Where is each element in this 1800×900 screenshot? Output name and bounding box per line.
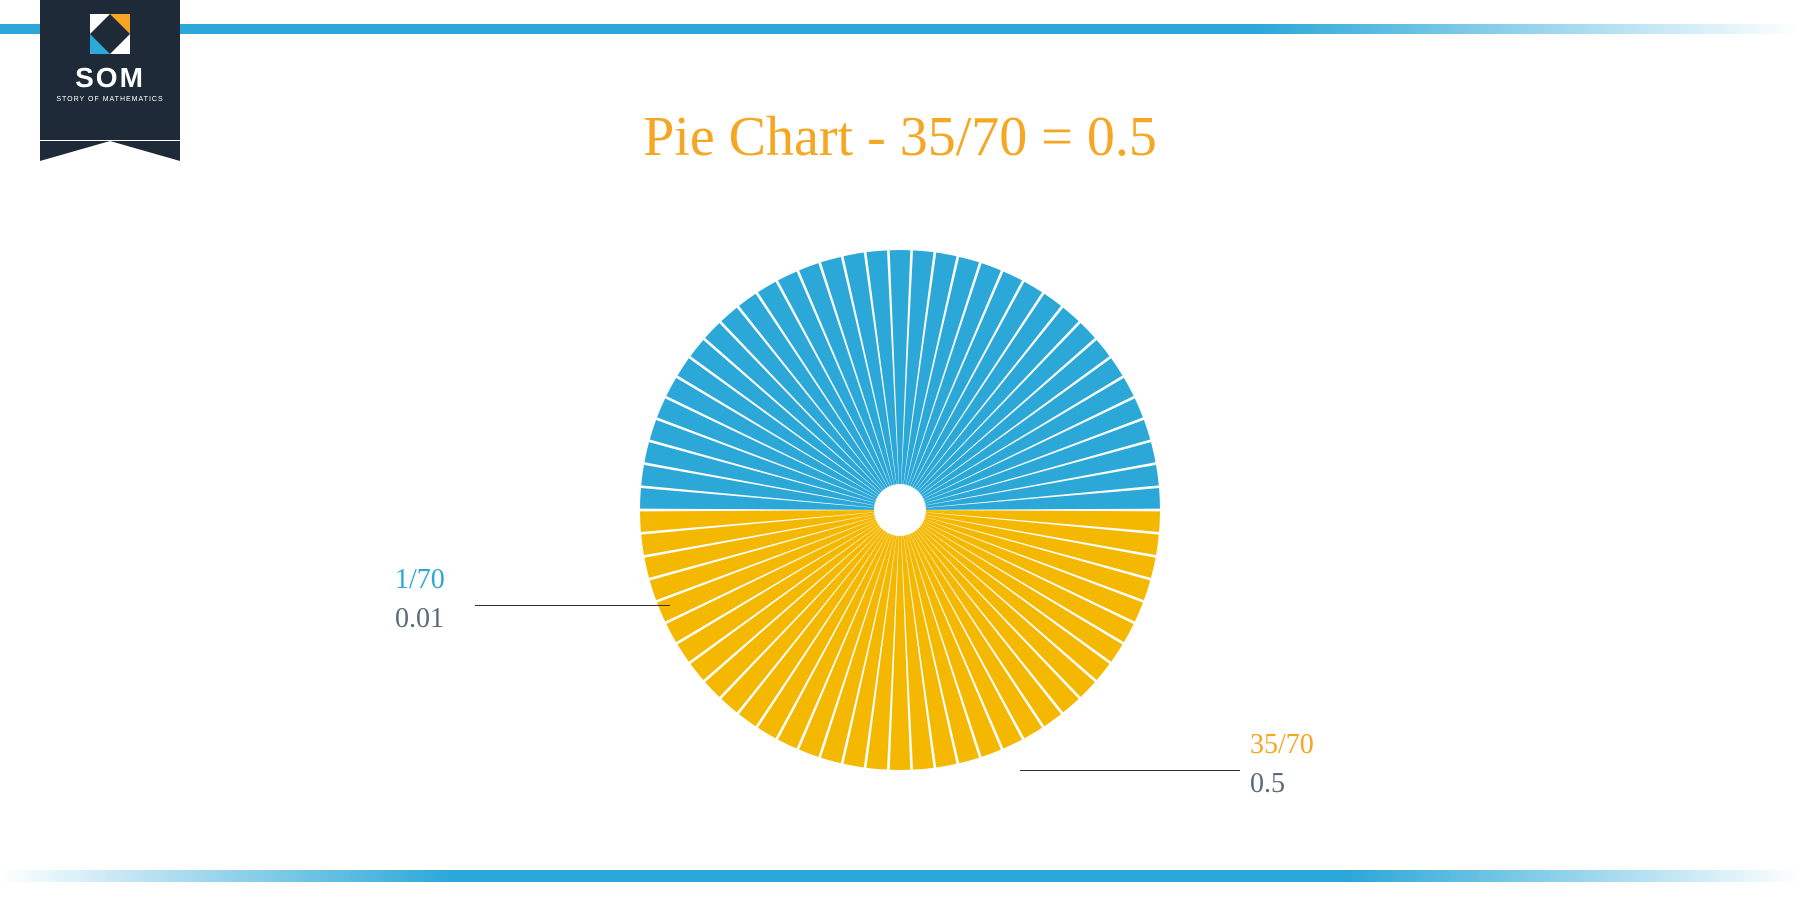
logo-name: SOM [40, 62, 180, 94]
slice-label-fraction: 35/70 [1250, 725, 1314, 764]
slice-label-decimal: 0.01 [395, 599, 445, 638]
chart-area: 1/70 0.01 35/70 0.5 [0, 230, 1800, 790]
logo-tagline: STORY OF MATHEMATICS [40, 96, 180, 103]
slice-label-bottom: 35/70 0.5 [1250, 725, 1314, 803]
page-root: SOM STORY OF MATHEMATICS Pie Chart - 35/… [0, 0, 1800, 900]
bottom-accent-bar [0, 870, 1800, 882]
logo-mark-icon [90, 14, 130, 54]
slice-label-fraction: 1/70 [395, 560, 445, 599]
slice-label-top: 1/70 0.01 [395, 560, 445, 638]
slice-leader-line-top [475, 605, 670, 606]
slice-leader-line-bottom [1020, 770, 1240, 771]
slice-label-decimal: 0.5 [1250, 764, 1314, 803]
pie-center-hole [874, 484, 926, 536]
chart-title: Pie Chart - 35/70 = 0.5 [0, 105, 1800, 169]
pie-chart [620, 230, 1180, 790]
top-accent-bar [0, 24, 1800, 34]
